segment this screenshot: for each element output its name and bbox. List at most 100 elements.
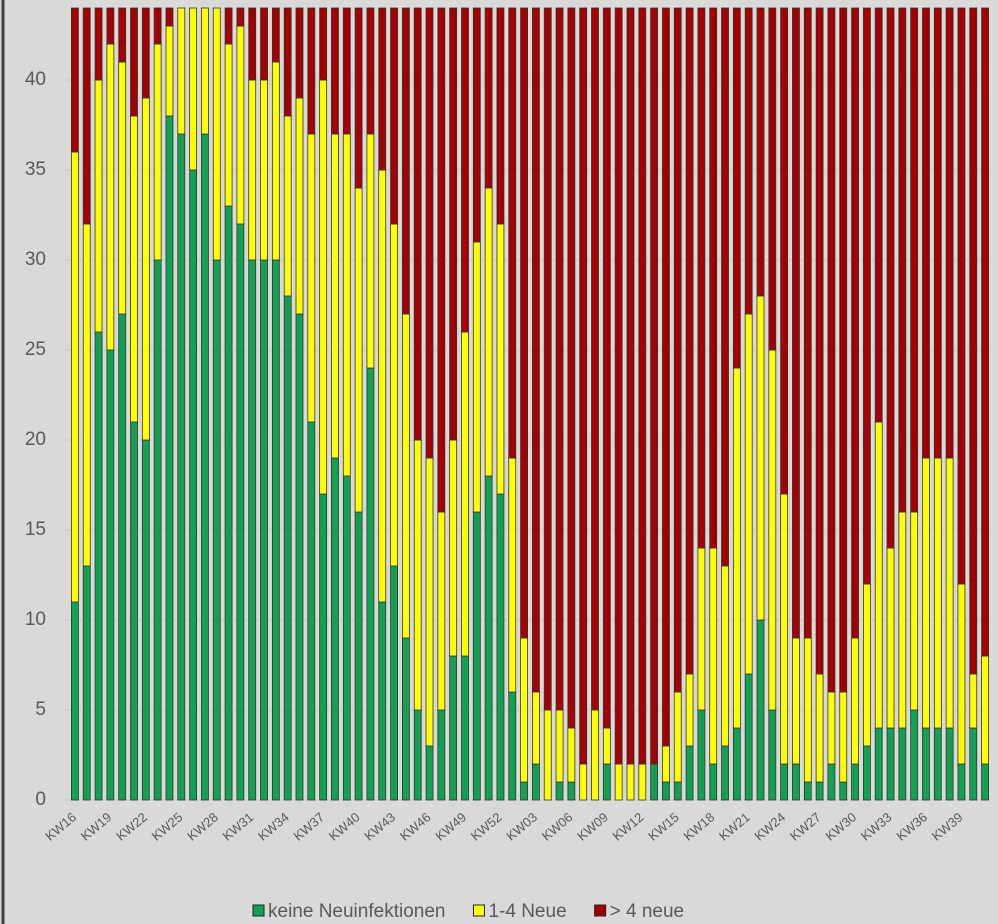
bar-segment (839, 7, 848, 693)
bar-segment (319, 493, 328, 801)
bar-segment (827, 763, 836, 801)
bar-segment (803, 781, 812, 801)
bar-segment (342, 133, 351, 477)
bar-segment (673, 691, 682, 783)
bar-segment (555, 781, 564, 801)
x-tick-label: KW28 (184, 809, 221, 843)
bar-segment (366, 367, 375, 801)
bar-segment (685, 745, 694, 801)
bar-segment (319, 7, 328, 81)
bar-segment (874, 727, 883, 801)
bar-segment (933, 7, 942, 459)
bar-segment (638, 7, 647, 765)
bar-segment (437, 511, 446, 711)
bar-segment (520, 7, 528, 639)
bar-segment (260, 259, 268, 801)
bar-segment (413, 7, 422, 441)
bar-segment (425, 7, 434, 459)
bar-segment (933, 457, 942, 729)
bar-segment (957, 583, 966, 765)
bar-segment (602, 763, 611, 801)
bar-segment (756, 295, 765, 621)
bar-segment (295, 7, 304, 99)
x-tick-label: KW12 (610, 809, 647, 843)
bar-segment (957, 7, 966, 585)
bar-segment (401, 7, 410, 315)
bar-segment (981, 7, 989, 657)
bar-segment (354, 511, 363, 801)
bar-segment (224, 205, 233, 801)
bar-segment (342, 7, 351, 135)
bar-segment (224, 7, 233, 45)
bar-segment (839, 781, 848, 801)
x-tick-label: KW31 (220, 809, 257, 843)
bar-segment (543, 7, 552, 711)
bar-segment (437, 7, 446, 513)
bar-segment (815, 781, 824, 801)
bar-segment (283, 115, 292, 297)
bar-segment (886, 7, 895, 549)
y-tick-label: 0 (35, 789, 46, 810)
y-tick-label: 40 (25, 69, 46, 90)
bar-segment (543, 709, 552, 801)
bar-segment (307, 7, 316, 135)
bar-segment (697, 709, 706, 801)
bar-segment (271, 259, 280, 801)
bar-segment (520, 781, 528, 801)
bar-segment (71, 7, 79, 153)
bar-segment (851, 763, 859, 801)
bar-segment (874, 7, 883, 423)
x-tick-label: KW19 (78, 809, 115, 843)
x-tick-label: KW16 (42, 809, 79, 843)
bar-segment (910, 511, 919, 711)
x-tick-label: KW36 (893, 809, 930, 843)
bar-segment (721, 745, 729, 801)
bar-segment (709, 763, 718, 801)
bar-segment (803, 637, 812, 783)
bar-segment (744, 313, 753, 675)
bar-segment (981, 763, 989, 801)
bar-segment (721, 7, 729, 567)
bar-segment (508, 691, 517, 801)
bar-segment (331, 7, 339, 135)
bar-segment (271, 7, 280, 63)
bar-segment (118, 313, 127, 801)
bar-segment (744, 673, 753, 801)
x-tick-label: KW27 (787, 809, 824, 843)
bar-segment (331, 457, 339, 801)
bar-segment (768, 349, 777, 711)
bar-segment (886, 547, 895, 729)
bar-segment (555, 709, 564, 783)
bar-segment (532, 691, 540, 765)
bar-segment (390, 565, 398, 801)
bar-segment (803, 7, 812, 639)
bar-segment (862, 583, 871, 747)
bar-segment (354, 7, 363, 189)
bar-segment (922, 457, 930, 729)
x-tick-label: KW21 (716, 809, 753, 843)
x-tick-label: KW40 (326, 809, 363, 843)
x-tick-label: KW52 (468, 809, 505, 843)
bar-segment (283, 7, 292, 117)
bar-segment (449, 439, 458, 657)
bar-segment (94, 331, 103, 801)
y-tick-label: 5 (35, 699, 46, 720)
bar-segment (224, 43, 233, 207)
bar-segment (307, 133, 316, 423)
bar-segment (591, 709, 599, 801)
bar-segment (342, 475, 351, 801)
bar-segment (153, 7, 162, 45)
bar-segment (413, 709, 422, 801)
bar-segment (851, 637, 859, 765)
bar-segment (922, 727, 930, 801)
bar-segment (638, 763, 647, 801)
bar-segment (461, 331, 469, 657)
bar-segment (366, 133, 375, 369)
bar-segment (886, 727, 895, 801)
bar-segment (685, 673, 694, 747)
bar-segment (650, 7, 659, 765)
bar-segment (910, 7, 919, 513)
bar-segment (756, 7, 765, 297)
bar-segment (401, 637, 410, 801)
